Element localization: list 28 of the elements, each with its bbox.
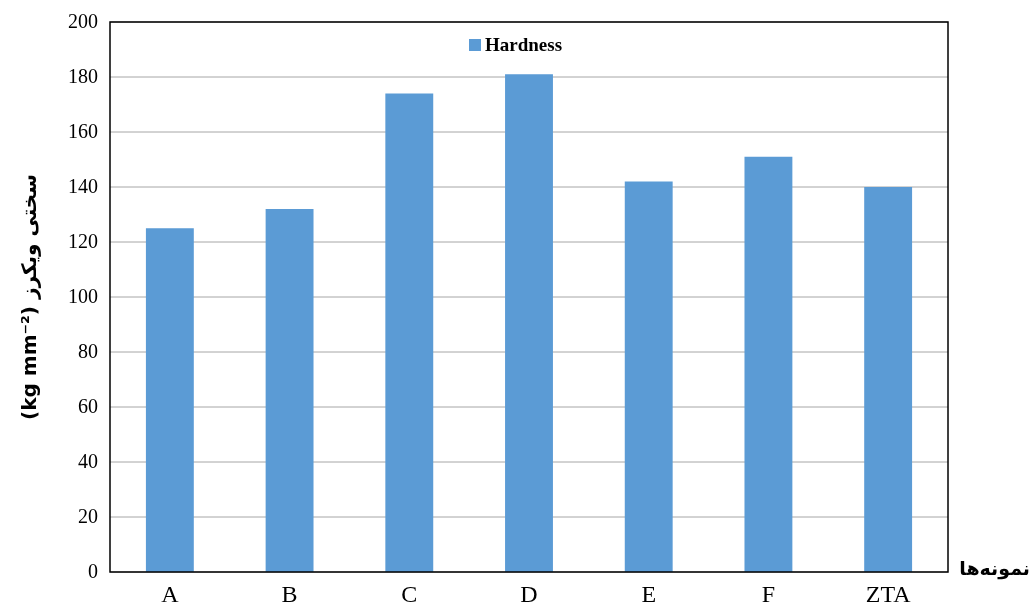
y-tick-label: 80 xyxy=(78,340,98,362)
y-tick-label: 0 xyxy=(88,560,98,582)
x-tick-label: ZTA xyxy=(865,581,912,606)
bar xyxy=(265,209,314,572)
y-tick-label: 20 xyxy=(78,505,98,527)
bar xyxy=(505,74,553,572)
bar xyxy=(624,181,673,572)
x-axis-title: نمونه‌ها xyxy=(959,557,1030,580)
x-tick-label: E xyxy=(641,581,657,606)
y-tick-label: 120 xyxy=(68,230,98,252)
x-tick-label: A xyxy=(161,581,180,606)
y-tick-label: 180 xyxy=(68,65,98,87)
y-tick-label: 200 xyxy=(68,10,98,32)
x-tick-label: C xyxy=(401,581,418,606)
y-tick-label: 140 xyxy=(68,175,98,197)
y-tick-label: 160 xyxy=(68,120,98,142)
x-tick-label: B xyxy=(281,581,298,606)
bar xyxy=(744,156,793,572)
y-tick-label: 40 xyxy=(78,450,98,472)
x-tick-label: D xyxy=(520,581,538,606)
y-tick-label: 100 xyxy=(68,285,98,307)
y-tick-label: 60 xyxy=(78,395,98,417)
bar xyxy=(864,187,913,572)
y-axis-title: سختی ویکرز (kg mm⁻²) xyxy=(17,174,41,420)
legend-label: Hardness xyxy=(485,34,563,55)
x-tick-label: F xyxy=(761,581,776,606)
bar xyxy=(145,228,194,572)
bar xyxy=(385,93,434,572)
